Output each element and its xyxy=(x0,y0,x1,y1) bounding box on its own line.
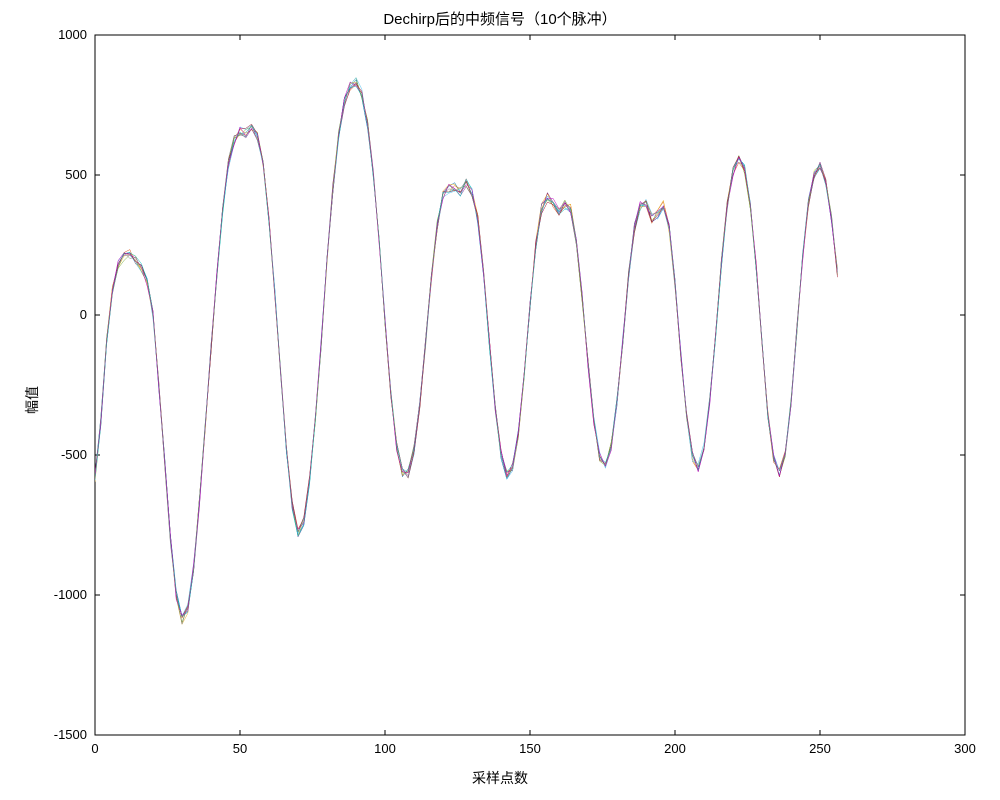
x-tick-label: 50 xyxy=(233,741,247,756)
x-tick-label: 0 xyxy=(91,741,98,756)
y-tick-label: -1500 xyxy=(54,727,87,742)
signal-line xyxy=(95,82,837,615)
signal-line xyxy=(95,85,837,619)
signal-line xyxy=(95,82,837,624)
y-tick-label: -500 xyxy=(61,447,87,462)
x-tick-label: 200 xyxy=(664,741,686,756)
signal-line xyxy=(95,78,837,616)
x-tick-label: 100 xyxy=(374,741,396,756)
chart-svg: 0 50 100 150 200 250 300 -1500 -1000 -500 0 500 1000 xyxy=(0,0,1000,800)
x-tick-label: 150 xyxy=(519,741,541,756)
y-tick-label: 1000 xyxy=(58,27,87,42)
chart-container: Dechirp后的中频信号（10个脉冲） 幅值 采样点数 05010015020… xyxy=(0,0,1000,800)
signal-line xyxy=(95,83,837,616)
signal-line xyxy=(95,84,837,618)
signal-line xyxy=(95,80,837,617)
signal-line xyxy=(95,78,837,623)
y-tick-label: 0 xyxy=(80,307,87,322)
y-tick-label: 500 xyxy=(65,167,87,182)
x-tick-label: 250 xyxy=(809,741,831,756)
signal-line xyxy=(95,86,837,617)
y-tick-label: -1000 xyxy=(54,587,87,602)
x-tick-label: 300 xyxy=(954,741,976,756)
plot-box xyxy=(95,35,965,735)
signal-line xyxy=(95,83,837,625)
